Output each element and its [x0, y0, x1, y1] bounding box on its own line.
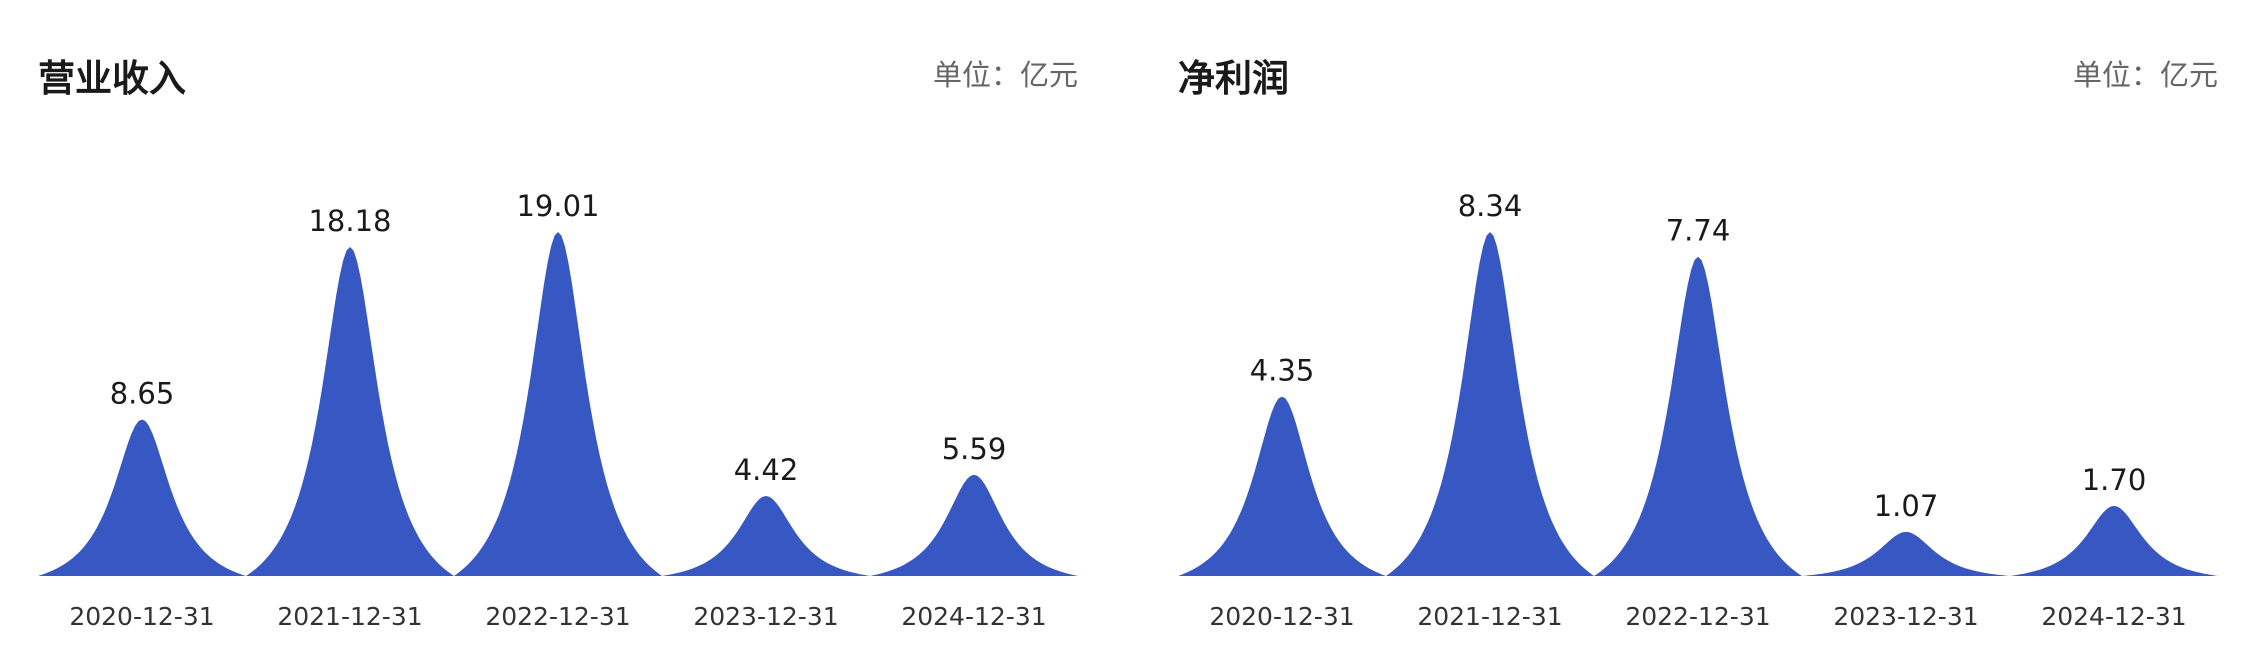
revenue-chart-unit: 单位：亿元: [932, 58, 1078, 92]
profit-peak-3: [1802, 531, 2010, 576]
profit-x-tick-label-0: 2020-12-31: [1209, 602, 1354, 631]
revenue-peak-3: [662, 496, 870, 576]
revenue-peak-1: [246, 247, 454, 576]
revenue-x-tick-label-1: 2021-12-31: [277, 602, 422, 631]
revenue-x-tick-label-4: 2024-12-31: [901, 602, 1046, 631]
profit-value-label-1: 8.34: [1458, 189, 1523, 223]
profit-x-tick-label-2: 2022-12-31: [1625, 602, 1770, 631]
profit-value-label-4: 1.70: [2082, 463, 2147, 497]
revenue-peak-2: [454, 232, 662, 576]
revenue-value-label-2: 19.01: [516, 189, 599, 223]
profit-peak-1: [1386, 232, 1594, 576]
profit-peak-4: [2010, 505, 2218, 576]
profit-x-tick-label-1: 2021-12-31: [1417, 602, 1562, 631]
profit-peak-2: [1594, 256, 1802, 576]
revenue-x-tick-label-2: 2022-12-31: [485, 602, 630, 631]
profit-x-tick-label-3: 2023-12-31: [1833, 602, 1978, 631]
revenue-value-label-3: 4.42: [734, 453, 799, 487]
profit-peak-0: [1178, 396, 1386, 576]
revenue-value-label-4: 5.59: [942, 432, 1007, 466]
revenue-peak-0: [38, 419, 246, 576]
revenue-value-label-1: 18.18: [308, 204, 391, 238]
revenue-peak-4: [870, 474, 1078, 576]
revenue-x-tick-label-3: 2023-12-31: [693, 602, 838, 631]
profit-chart-title: 净利润: [1178, 57, 1289, 100]
profit-chart-unit: 单位：亿元: [2072, 58, 2218, 92]
revenue-x-tick-label-0: 2020-12-31: [69, 602, 214, 631]
revenue-chart-title: 营业收入: [38, 57, 186, 100]
profit-value-label-3: 1.07: [1874, 489, 1939, 523]
revenue-value-label-0: 8.65: [110, 376, 175, 410]
profit-value-label-2: 7.74: [1666, 214, 1731, 248]
profit-value-label-0: 4.35: [1250, 354, 1315, 388]
profit-x-tick-label-4: 2024-12-31: [2041, 602, 2186, 631]
